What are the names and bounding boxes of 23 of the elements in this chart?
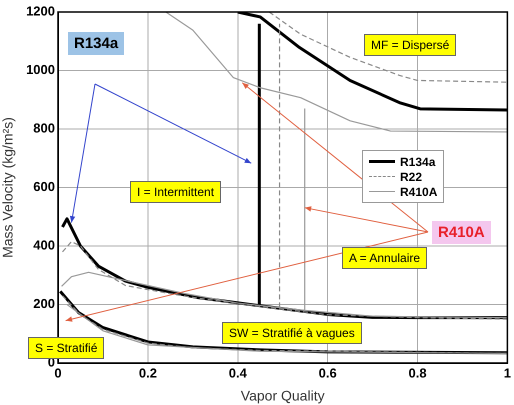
- annotation: A = Annulaire: [342, 247, 428, 269]
- y-tick-label: 1000: [26, 62, 55, 78]
- legend-label: R22: [400, 170, 422, 184]
- x-tick-label: 0.2: [138, 365, 157, 380]
- x-tick-label: 1: [504, 365, 511, 380]
- x-tick-label: 0.8: [408, 365, 427, 380]
- y-axis-title: Mass Velocity (kg/m²s): [0, 117, 16, 258]
- x-axis-title: Vapor Quality: [240, 387, 325, 404]
- y-tick-label: 600: [33, 179, 55, 194]
- y-tick-label: 200: [33, 296, 55, 312]
- annotation: I = Intermittent: [130, 181, 222, 203]
- legend-label: R410A: [400, 184, 438, 198]
- legend-label: R134a: [400, 154, 436, 168]
- y-tick-label: 400: [33, 238, 55, 253]
- annotation: SW = Stratifié à vagues: [222, 322, 362, 344]
- annotation: R410A: [432, 221, 491, 244]
- x-tick-label: 0.4: [228, 365, 248, 380]
- annotation: R134a: [68, 32, 124, 55]
- annotation: S = Stratifié: [28, 337, 104, 359]
- annotation: MF = Dispersé: [364, 34, 456, 56]
- y-tick-label: 800: [33, 120, 55, 136]
- y-tick-label: 1200: [26, 4, 55, 19]
- x-tick-label: 0.6: [318, 365, 337, 380]
